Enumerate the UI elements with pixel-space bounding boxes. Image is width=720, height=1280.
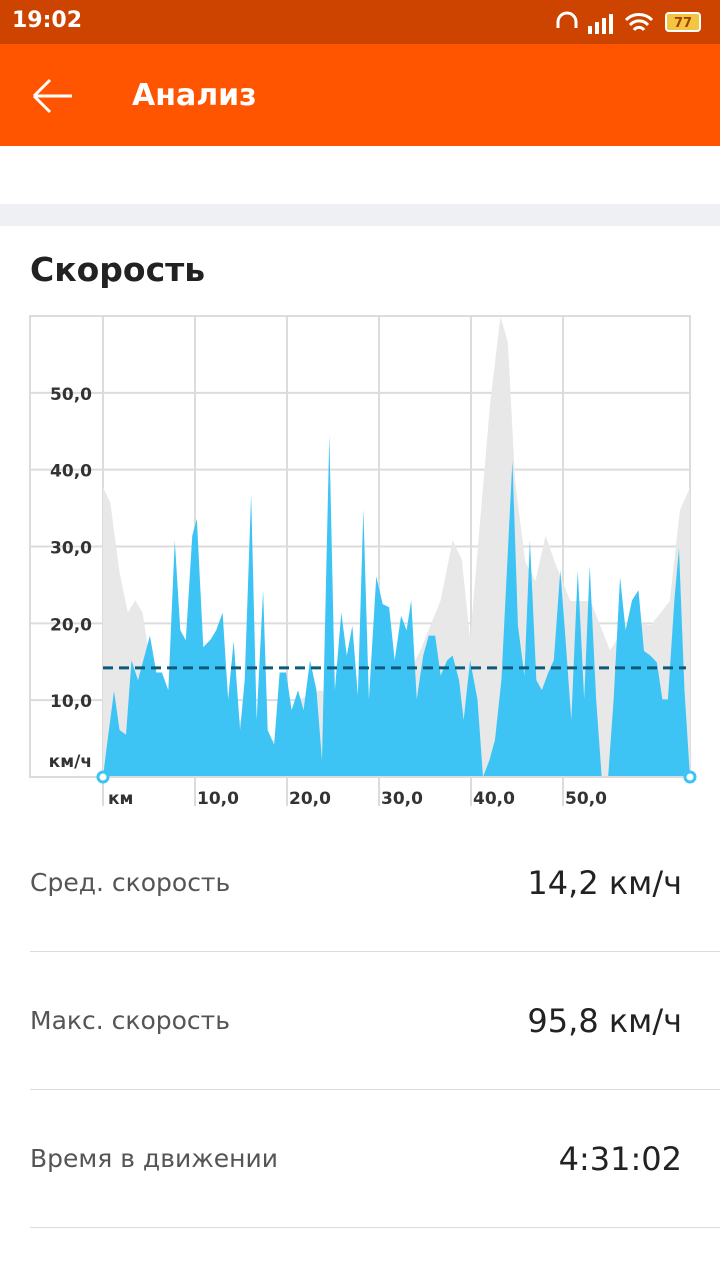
x-tick-label: 30,0	[381, 789, 423, 809]
x-tick-label: 40,0	[473, 789, 515, 809]
speed-area	[103, 316, 690, 777]
battery-level: 77	[674, 16, 692, 31]
y-tick-label: км/ч	[49, 752, 92, 772]
status-icons: 77	[556, 11, 701, 34]
stat-value: 14,2 км/ч	[527, 864, 682, 902]
y-tick-label: 50,0	[50, 385, 92, 405]
speed-area	[103, 435, 690, 777]
stat-value: 4:31:02	[558, 1140, 682, 1178]
y-tick-label: 40,0	[50, 462, 92, 482]
stat-label: Время в движении	[30, 1144, 278, 1173]
divider	[30, 951, 720, 952]
stat-label: Макс. скорость	[30, 1006, 230, 1035]
y-tick-label: 30,0	[50, 539, 92, 559]
status-bar: 19:02 77	[0, 0, 720, 44]
section-title: Скорость	[30, 250, 206, 289]
x-tick-label: 20,0	[289, 789, 331, 809]
chart: км/ч 10,0 20,0 30,0 40,0 50,0 км 10,0 20,0 30,0 40…	[29, 315, 697, 809]
range-handle	[683, 770, 697, 784]
screen-title: Анализ	[132, 78, 257, 113]
divider	[30, 1089, 720, 1090]
y-tick-label: 20,0	[50, 615, 92, 635]
clock: 19:02	[12, 8, 83, 33]
x-tick-label: 50,0	[565, 789, 607, 809]
x-tick-label: 10,0	[197, 789, 239, 809]
back-button[interactable]	[30, 76, 74, 116]
app-bar: Анализ	[0, 44, 720, 146]
divider	[30, 1227, 720, 1228]
range-handle	[96, 770, 110, 784]
separator	[0, 204, 720, 226]
x-tick-label: км	[108, 789, 133, 809]
stat-value: 95,8 км/ч	[527, 1002, 682, 1040]
stat-label: Сред. скорость	[30, 868, 231, 897]
y-tick-label: 10,0	[50, 692, 92, 712]
